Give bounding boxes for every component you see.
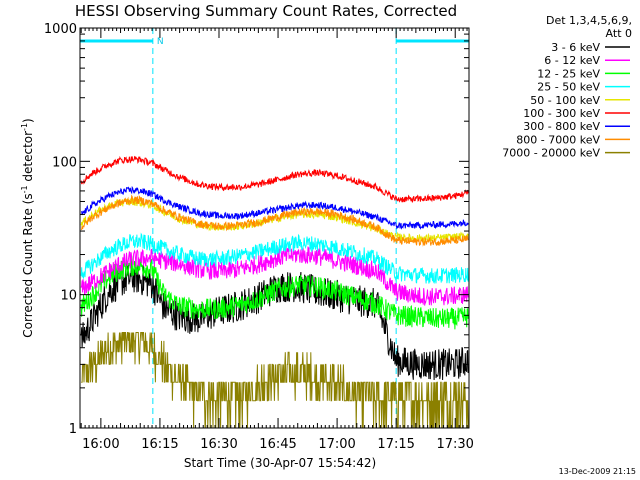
series-line bbox=[81, 333, 468, 429]
y-tick-label: 1000 bbox=[44, 22, 77, 37]
x-tick-label: 16:45 bbox=[259, 437, 296, 452]
legend-header-line-2: Att 0 bbox=[606, 27, 632, 40]
x-tick-label: 16:15 bbox=[141, 437, 178, 452]
y-axis-label-part-3: ) bbox=[21, 118, 35, 123]
y-tick-label: 10 bbox=[60, 289, 77, 304]
y-axis-label-exp-2: -1 bbox=[20, 123, 29, 131]
legend-entry-label: 100 - 300 keV bbox=[523, 107, 600, 120]
legend-entry-label: 12 - 25 keV bbox=[537, 67, 600, 80]
legend-entry-label: 300 - 800 keV bbox=[523, 120, 600, 133]
legend-entry-label: 50 - 100 keV bbox=[530, 94, 600, 107]
x-tick-label: 17:15 bbox=[377, 437, 414, 452]
x-axis-label: Start Time (30-Apr-07 15:54:42) bbox=[184, 456, 376, 470]
legend-entry-label: 800 - 7000 keV bbox=[516, 133, 600, 146]
x-tick-label: 17:30 bbox=[436, 437, 473, 452]
x-tick-label: 17:00 bbox=[318, 437, 355, 452]
legend-entry-label: 3 - 6 keV bbox=[551, 41, 600, 54]
night-label: N bbox=[157, 37, 164, 47]
legend-entry-label: 7000 - 20000 keV bbox=[502, 147, 600, 160]
y-axis-label-part-1: Corrected Count Rate (s bbox=[21, 193, 35, 337]
legend-entry-label: 6 - 12 keV bbox=[544, 54, 600, 67]
footer-date: 13-Dec-2009 21:15 bbox=[559, 467, 636, 476]
chart-title: HESSI Observing Summary Count Rates, Cor… bbox=[75, 2, 457, 20]
y-axis: 1 10 100 1000 bbox=[44, 22, 469, 437]
legend-entry-label: 25 - 50 keV bbox=[537, 81, 600, 94]
x-tick-label: 16:30 bbox=[200, 437, 237, 452]
y-tick-label: 1 bbox=[69, 422, 77, 437]
y-tick-label: 100 bbox=[52, 155, 77, 170]
y-axis-label: Corrected Count Rate (s-1 detector-1) bbox=[20, 118, 35, 337]
x-tick-label: 16:00 bbox=[82, 437, 119, 452]
y-axis-label-part-2: detector bbox=[21, 131, 35, 186]
series-group bbox=[81, 156, 468, 428]
series-line bbox=[81, 198, 468, 242]
series-line bbox=[81, 187, 468, 228]
y-axis-label-exp-1: -1 bbox=[20, 185, 29, 193]
legend-header-line-1: Det 1,3,4,5,6,9, bbox=[546, 14, 632, 27]
